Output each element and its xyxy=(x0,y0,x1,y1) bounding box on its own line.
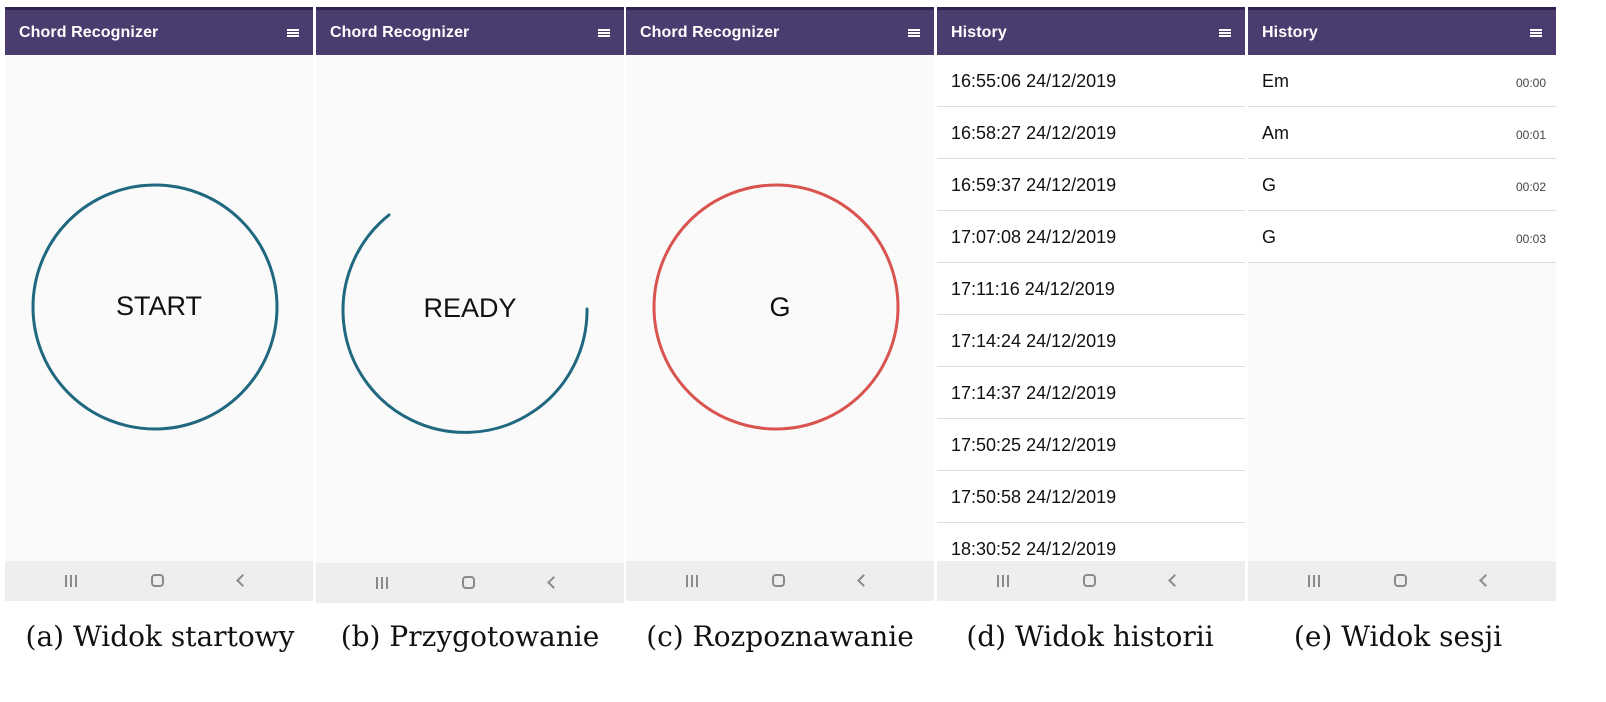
chord-name: G xyxy=(1262,227,1277,247)
session-timestamp: 17:14:37 24/12/2019 xyxy=(951,383,1117,403)
screen-ready: Chord Recognizer READY xyxy=(316,7,624,603)
chord-display[interactable]: G xyxy=(626,55,934,561)
history-list[interactable]: 16:55:06 24/12/2019 16:58:27 24/12/2019 … xyxy=(937,55,1245,561)
menu-icon[interactable] xyxy=(598,29,610,37)
app-title: Chord Recognizer xyxy=(640,24,780,41)
back-icon[interactable] xyxy=(1168,574,1181,587)
caption-c: (c) Rozpoznawanie xyxy=(646,620,914,653)
chord-row[interactable]: Em 00:00 xyxy=(1248,55,1556,107)
session-timestamp: 16:59:37 24/12/2019 xyxy=(951,175,1117,195)
start-button[interactable]: START xyxy=(5,55,313,561)
chord-name: G xyxy=(1262,175,1277,195)
screen-session: History Em 00:00 Am 00:01 G 00:02 G 00:0… xyxy=(1248,7,1556,601)
system-nav-bar xyxy=(937,561,1245,601)
session-chord-list[interactable]: Em 00:00 Am 00:01 G 00:02 G 00:03 xyxy=(1248,55,1556,561)
menu-icon[interactable] xyxy=(908,29,920,37)
app-title: History xyxy=(951,24,1007,41)
screen-history: History 16:55:06 24/12/2019 16:58:27 24/… xyxy=(937,7,1245,601)
app-bar: History xyxy=(937,7,1245,55)
menu-icon[interactable] xyxy=(1530,29,1542,37)
history-item[interactable]: 17:14:24 24/12/2019 xyxy=(937,315,1245,367)
system-nav-bar xyxy=(1248,561,1556,601)
caption-e: (e) Widok sesji xyxy=(1293,620,1503,653)
home-icon[interactable] xyxy=(1394,574,1407,587)
home-icon[interactable] xyxy=(462,576,475,589)
session-timestamp: 16:55:06 24/12/2019 xyxy=(951,71,1117,91)
home-icon[interactable] xyxy=(151,574,164,587)
session-timestamp: 17:11:16 24/12/2019 xyxy=(951,279,1115,299)
start-label: START xyxy=(115,291,202,321)
chord-name: Em xyxy=(1262,71,1289,91)
home-icon[interactable] xyxy=(772,574,785,587)
history-item[interactable]: 16:58:27 24/12/2019 xyxy=(937,107,1245,159)
recent-apps-icon[interactable] xyxy=(997,575,1011,587)
session-timestamp: 17:50:25 24/12/2019 xyxy=(951,435,1117,455)
history-item[interactable]: 17:50:58 24/12/2019 xyxy=(937,471,1245,523)
chord-time: 00:02 xyxy=(1515,180,1546,194)
chord-name: Am xyxy=(1262,123,1289,143)
session-list-container: Em 00:00 Am 00:01 G 00:02 G 00:03 xyxy=(1248,55,1556,561)
session-timestamp: 17:50:58 24/12/2019 xyxy=(951,487,1117,507)
chord-row[interactable]: Am 00:01 xyxy=(1248,107,1556,159)
app-bar: Chord Recognizer xyxy=(5,7,313,55)
app-title: Chord Recognizer xyxy=(330,24,470,41)
app-bar: Chord Recognizer xyxy=(626,7,934,55)
back-icon[interactable] xyxy=(1479,574,1492,587)
history-item[interactable]: 17:07:08 24/12/2019 xyxy=(937,211,1245,263)
back-icon[interactable] xyxy=(857,574,870,587)
app-bar: History xyxy=(1248,7,1556,55)
ready-label: READY xyxy=(423,293,517,323)
screen-recognizing: Chord Recognizer G xyxy=(626,7,934,601)
app-title: History xyxy=(1262,24,1318,41)
ring-icon xyxy=(31,183,279,431)
history-item[interactable]: 17:50:25 24/12/2019 xyxy=(937,419,1245,471)
caption-d: (d) Widok historii xyxy=(966,620,1214,653)
chord-time: 00:01 xyxy=(1515,128,1546,142)
app-title: Chord Recognizer xyxy=(19,24,159,41)
recent-apps-icon[interactable] xyxy=(376,577,390,589)
progress-arc-icon xyxy=(341,213,589,434)
back-icon[interactable] xyxy=(236,574,249,587)
chord-row[interactable]: G 00:03 xyxy=(1248,211,1556,263)
system-nav-bar xyxy=(316,563,624,603)
home-icon[interactable] xyxy=(1083,574,1096,587)
system-nav-bar xyxy=(5,561,313,601)
session-timestamp: 17:14:24 24/12/2019 xyxy=(951,331,1117,351)
chord-label: G xyxy=(769,292,791,322)
chord-time: 00:03 xyxy=(1515,232,1546,246)
menu-icon[interactable] xyxy=(287,29,299,37)
ring-active-icon xyxy=(652,183,900,431)
recent-apps-icon[interactable] xyxy=(1308,575,1322,587)
session-timestamp: 16:58:27 24/12/2019 xyxy=(951,123,1117,143)
system-nav-bar xyxy=(626,561,934,601)
recent-apps-icon[interactable] xyxy=(65,575,79,587)
screen-start: Chord Recognizer START xyxy=(5,7,313,601)
history-item[interactable]: 16:55:06 24/12/2019 xyxy=(937,55,1245,107)
chord-time: 00:00 xyxy=(1515,76,1546,90)
back-icon[interactable] xyxy=(547,576,560,589)
app-bar: Chord Recognizer xyxy=(316,7,624,55)
session-timestamp: 18:30:52 24/12/2019 xyxy=(951,539,1117,559)
history-item[interactable]: 18:30:52 24/12/2019 xyxy=(937,523,1245,561)
main-content: READY xyxy=(316,55,624,563)
main-content: G xyxy=(626,55,934,561)
caption-a: (a) Widok startowy xyxy=(25,620,295,653)
history-item[interactable]: 17:11:16 24/12/2019 xyxy=(937,263,1245,315)
chord-row[interactable]: G 00:02 xyxy=(1248,159,1556,211)
history-item[interactable]: 17:14:37 24/12/2019 xyxy=(937,367,1245,419)
ready-indicator[interactable]: READY xyxy=(316,55,624,563)
session-timestamp: 17:07:08 24/12/2019 xyxy=(951,227,1117,247)
caption-b: (b) Przygotowanie xyxy=(340,620,600,653)
history-item[interactable]: 16:59:37 24/12/2019 xyxy=(937,159,1245,211)
recent-apps-icon[interactable] xyxy=(686,575,700,587)
history-list-container: 16:55:06 24/12/2019 16:58:27 24/12/2019 … xyxy=(937,55,1245,561)
menu-icon[interactable] xyxy=(1219,29,1231,37)
main-content: START xyxy=(5,55,313,561)
